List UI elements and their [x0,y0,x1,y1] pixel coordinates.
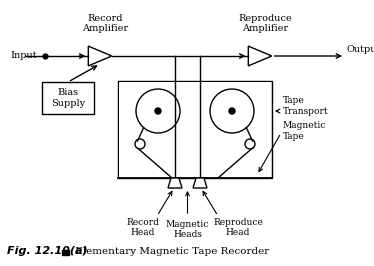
Text: Input: Input [10,52,37,60]
Text: Output: Output [347,45,374,54]
Polygon shape [168,178,182,188]
Text: Reproduce
Head: Reproduce Head [213,218,263,237]
Text: Record
Head: Record Head [126,218,159,237]
Bar [42,82,94,114]
Text: Magnetic
Tape: Magnetic Tape [283,121,327,141]
Bar [62,250,69,255]
Text: Magnetic
Heads: Magnetic Heads [166,220,209,239]
Circle shape [229,108,235,114]
Text: Tape
Transport: Tape Transport [283,96,329,116]
Polygon shape [193,178,207,188]
Text: Reproduce
Amplifier: Reproduce Amplifier [238,14,292,33]
Circle shape [155,108,161,114]
Text: Record
Amplifier: Record Amplifier [82,14,128,33]
Bar [118,81,272,178]
Text: Fig. 12.10(a): Fig. 12.10(a) [7,246,88,256]
Text: Bias
Supply: Bias Supply [51,88,85,108]
Text: Elementary Magnetic Tape Recorder: Elementary Magnetic Tape Recorder [72,247,269,256]
Bar [119,82,271,177]
